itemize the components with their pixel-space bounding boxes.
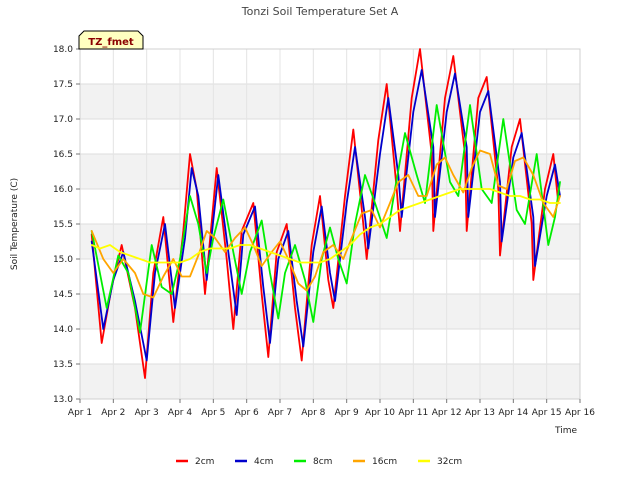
legend-label-2cm: 2cm [195, 457, 214, 467]
legend: 2cm 4cm 8cm 16cm 32cm [176, 457, 462, 467]
y-tick-label: 17.5 [53, 80, 73, 90]
x-tick-label: Apr 15 [532, 408, 562, 418]
chart-title: Tonzi Soil Temperature Set A [241, 5, 399, 18]
grid-band [80, 154, 580, 189]
x-tick-label: Apr 7 [268, 408, 292, 418]
y-tick-label: 14.0 [53, 325, 73, 335]
x-tick-label: Apr 16 [565, 408, 595, 418]
legend-label-32cm: 32cm [437, 457, 462, 467]
x-tick-label: Apr 8 [301, 408, 325, 418]
series-line-16cm [90, 149, 561, 299]
series-line-2cm [90, 48, 560, 379]
y-tick-label: 13.0 [53, 395, 73, 405]
badge-label: TZ_fmet [88, 37, 134, 48]
x-tick-label: Apr 10 [365, 408, 395, 418]
y-tick-label: 14.5 [53, 290, 73, 300]
legend-label-4cm: 4cm [254, 457, 273, 467]
x-tick-label: Apr 13 [465, 408, 495, 418]
x-tick-label: Apr 12 [432, 408, 462, 418]
y-tick-label: 16.0 [53, 185, 73, 195]
legend-label-8cm: 8cm [313, 457, 332, 467]
x-tick-label: Apr 1 [68, 408, 92, 418]
y-tick-label: 15.0 [53, 255, 73, 265]
grid-band [80, 364, 580, 399]
grid-band [80, 294, 580, 329]
y-tick-label: 17.0 [53, 115, 73, 125]
grid-band [80, 84, 580, 119]
x-tick-label: Apr 3 [135, 408, 159, 418]
badge-box [78, 30, 144, 50]
y-axis-title: Soil Temperature (C) [10, 178, 20, 270]
x-tick-label: Apr 9 [335, 408, 359, 418]
series-line-4cm [90, 69, 561, 362]
y-tick-label: 15.5 [53, 220, 73, 230]
x-axis-title: Time [554, 426, 577, 436]
legend-label-16cm: 16cm [372, 457, 397, 467]
x-tick-label: Apr 6 [235, 408, 259, 418]
y-tick-label: 18.0 [53, 45, 73, 55]
x-tick-label: Apr 4 [168, 408, 192, 418]
badge: TZ_fmet [78, 30, 144, 50]
y-tick-label: 13.5 [53, 360, 73, 370]
grid-band [80, 329, 580, 364]
x-axis-ticks: Apr 1 Apr 2 Apr 3 Apr 4 Apr 5 Apr 6 Apr 7 Apr 8… [68, 399, 595, 418]
x-tick-label: Apr 11 [398, 408, 428, 418]
grid-band [80, 49, 580, 84]
x-tick-label: Apr 2 [101, 408, 125, 418]
y-tick-label: 16.5 [53, 150, 73, 160]
y-axis-ticks: 13.0 13.5 14.0 14.5 15.0 15.5 16.0 16.5 17.0 17.5… [53, 45, 80, 405]
x-tick-label: Apr 14 [498, 408, 528, 418]
series-lines [90, 48, 561, 379]
series-line-32cm [90, 188, 561, 264]
x-tick-label: Apr 5 [201, 408, 225, 418]
grid-band [80, 119, 580, 154]
